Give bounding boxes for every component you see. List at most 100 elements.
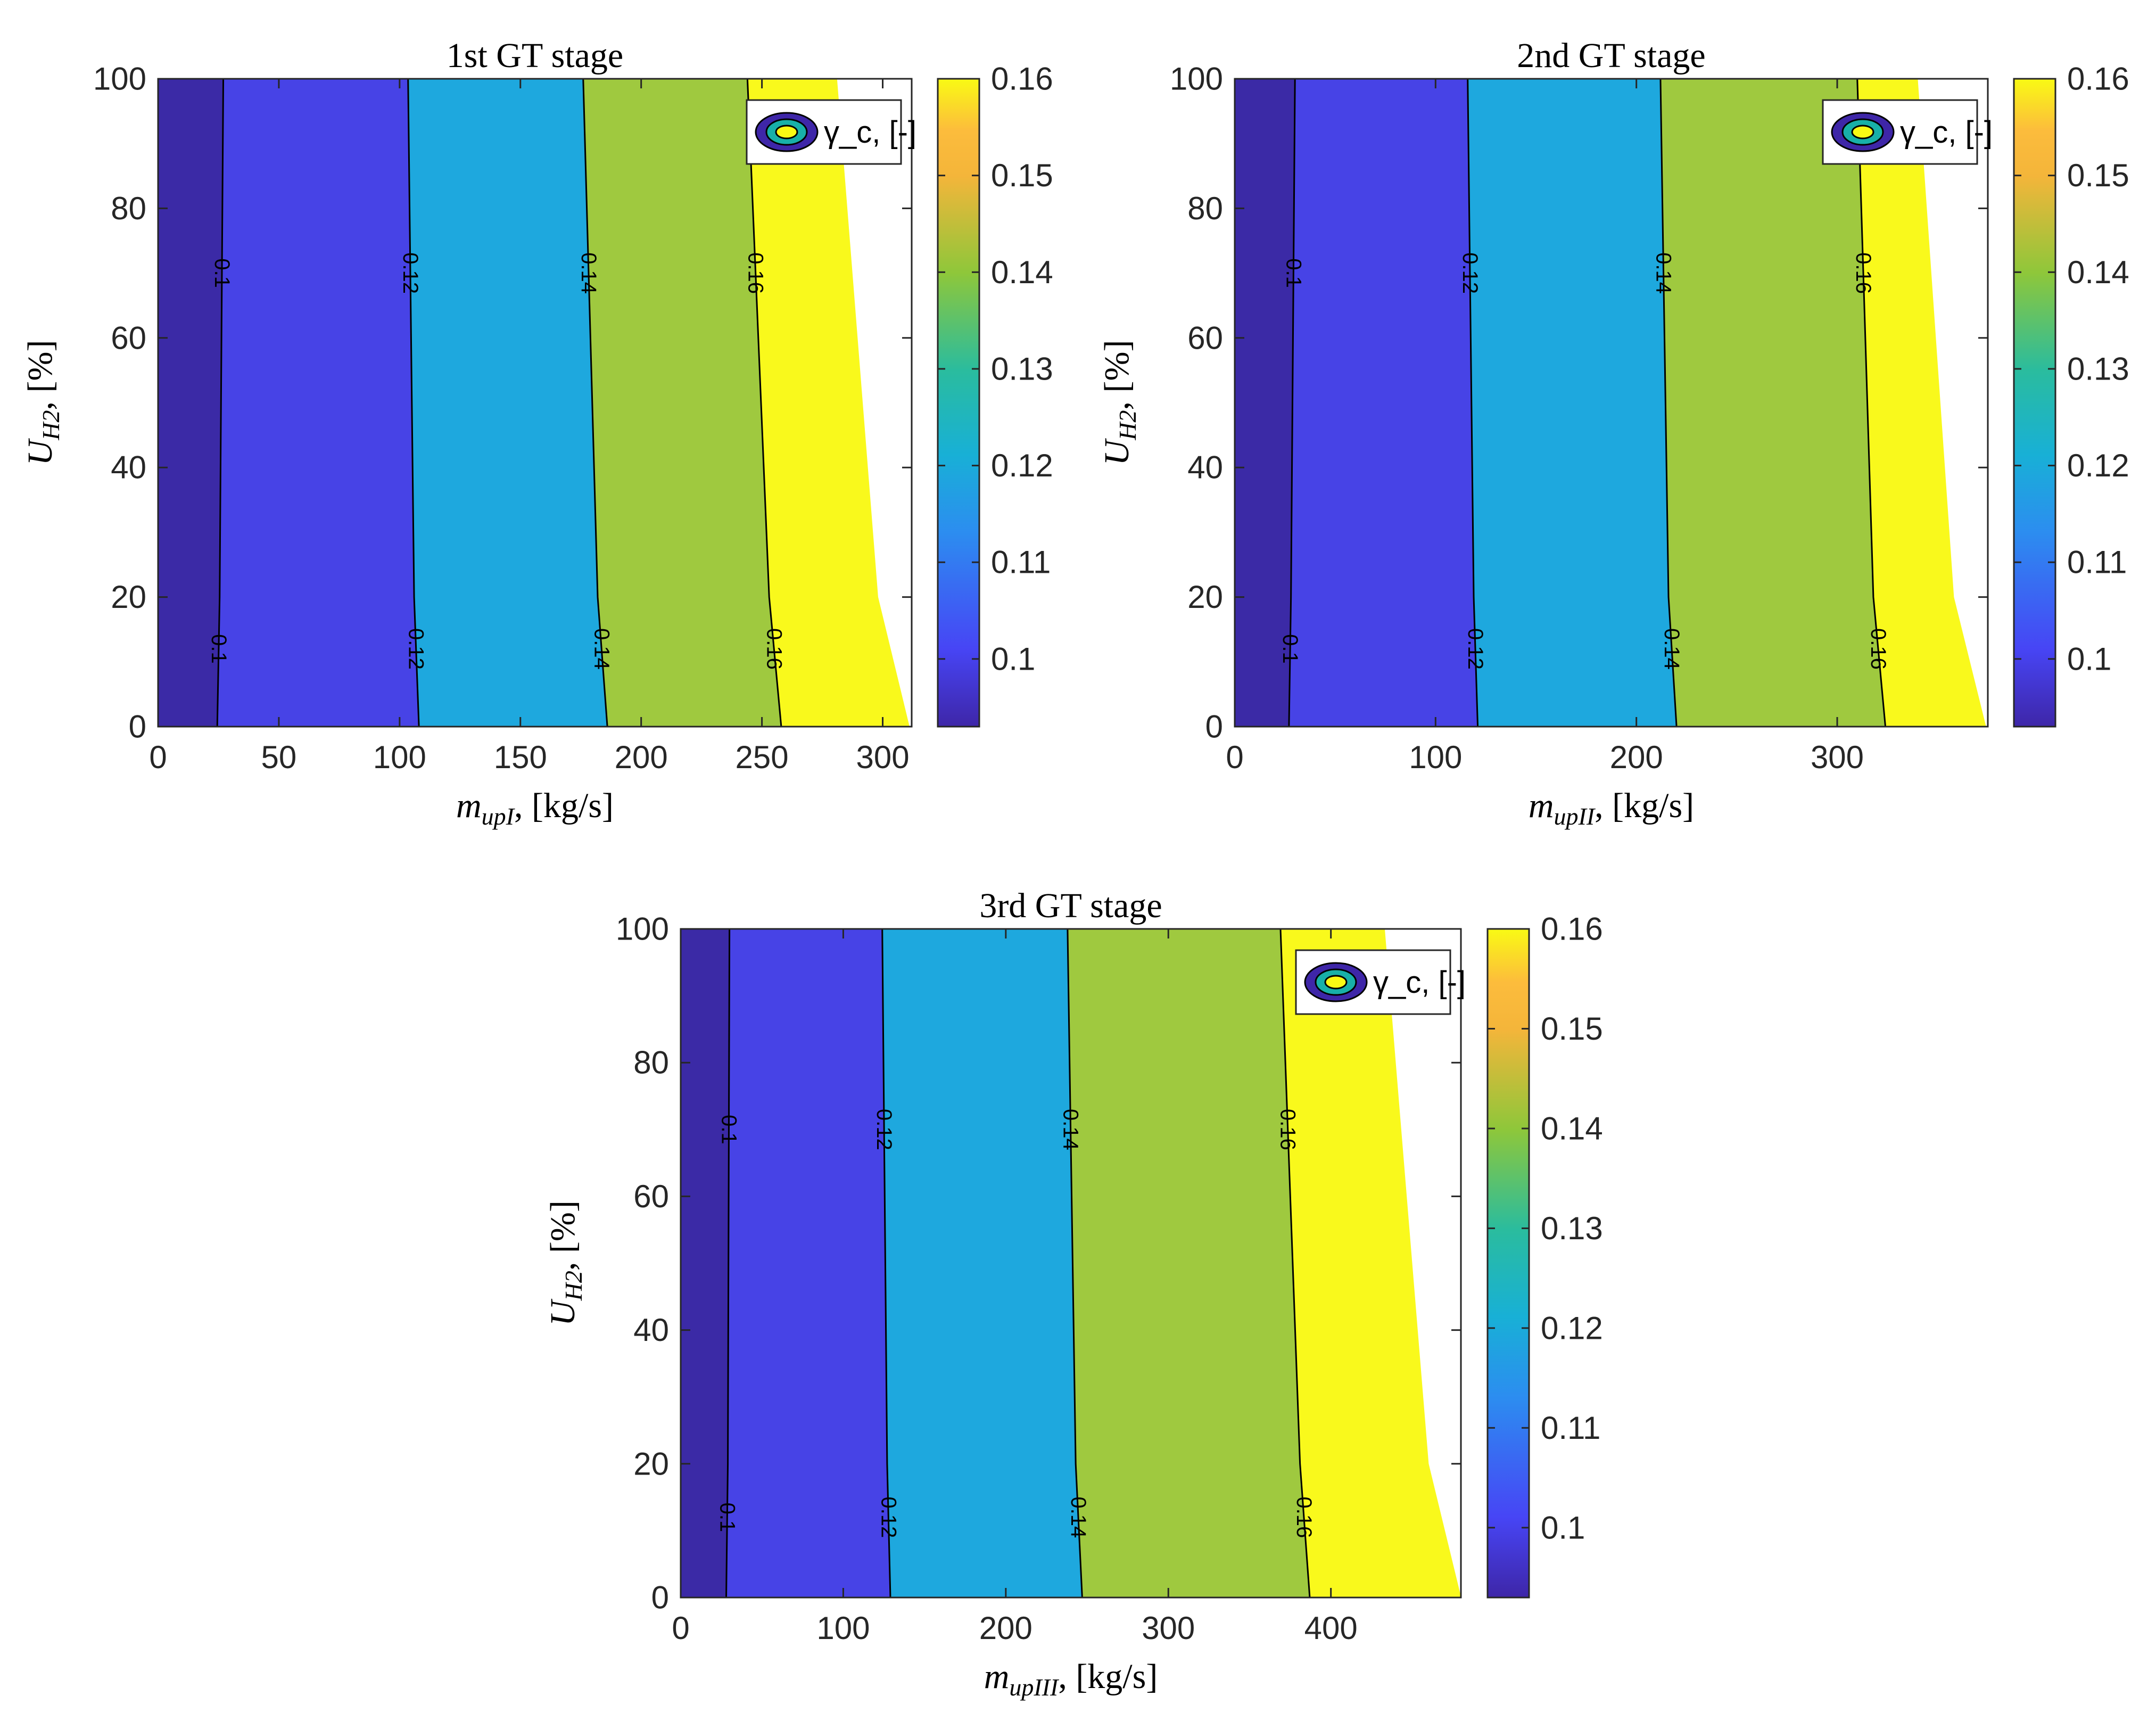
x-axis-label: mupII, [kg/s]	[1529, 786, 1694, 830]
colorbar: 0.1 0.11 0.12 0.13 0.14 0.15 0.16	[1486, 911, 1603, 1599]
y-tick-label: 100	[1170, 61, 1223, 97]
colorbar-tick-label: 0.1	[2067, 641, 2111, 677]
x-tick-label: 200	[1610, 739, 1663, 775]
colorbar-tick-label: 0.1	[1541, 1510, 1585, 1545]
contour-region-3	[408, 78, 608, 727]
contour-label: 0.14	[590, 628, 613, 670]
colorbar-tick-label: 0.13	[991, 351, 1053, 386]
x-tick-label: 300	[856, 739, 909, 775]
chart-title: 3rd GT stage	[979, 886, 1162, 925]
colorbar-tick-label: 0.13	[1541, 1211, 1603, 1246]
y-tick-label: 40	[111, 450, 146, 485]
contour-label: 0.1	[717, 1115, 740, 1145]
y-tick-label: 0	[1205, 709, 1223, 745]
y-axis-label: UH2, [%]	[21, 340, 64, 466]
contour-line-0.1	[725, 928, 731, 1598]
colorbar-gradient	[937, 78, 980, 728]
contour-label: 0.14	[1652, 252, 1675, 294]
colorbar-tick-label: 0.14	[1541, 1110, 1603, 1146]
contour-label: 0.14	[1059, 1109, 1083, 1150]
x-tick-label: 300	[1142, 1610, 1195, 1646]
contour-line-0.14	[1659, 78, 1678, 727]
legend: γ_c, [-]	[1822, 99, 1993, 165]
colorbar-tick-label: 0.15	[991, 158, 1053, 193]
x-tick-label: 0	[672, 1610, 689, 1646]
colorbar-tick-label: 0.1	[991, 641, 1035, 677]
contour-label: 0.1	[715, 1502, 739, 1532]
legend-label: γ_c, [-]	[824, 115, 916, 150]
colorbar-gradient	[1486, 928, 1530, 1599]
contour-label: 0.12	[1458, 252, 1482, 294]
contour-label: 0.12	[877, 1496, 900, 1538]
contour-line-0.1	[216, 78, 225, 727]
legend: γ_c, [-]	[1295, 949, 1466, 1015]
contour-line-0.16	[1279, 928, 1311, 1598]
chart-panel-1: 0.10.10.120.120.140.140.160.160 50 100 150 2…	[21, 36, 1053, 830]
contour-label: 0.16	[744, 252, 767, 294]
contour-region-1	[680, 928, 730, 1598]
contour-region-1	[158, 78, 224, 727]
y-tick-label: 100	[616, 911, 669, 947]
y-tick-label: 60	[1187, 320, 1223, 356]
legend-label: γ_c, [-]	[1900, 115, 1993, 150]
chart-title: 1st GT stage	[447, 36, 623, 75]
colorbar-gradient	[2013, 78, 2056, 728]
contour-label: 0.16	[1852, 252, 1875, 294]
colorbar: 0.1 0.11 0.12 0.13 0.14 0.15 0.16	[2013, 61, 2129, 728]
y-tick-label: 60	[111, 320, 146, 356]
y-tick-label: 80	[1187, 191, 1223, 226]
contour-label: 0.12	[399, 252, 422, 294]
contour-region-2	[217, 78, 419, 727]
x-tick-label: 50	[261, 739, 297, 775]
contour-label: 0.12	[404, 628, 428, 670]
y-tick-label: 20	[633, 1446, 669, 1481]
contour-label: 0.1	[210, 258, 234, 288]
x-tick-label: 100	[1409, 739, 1462, 775]
y-tick-label: 20	[1187, 579, 1223, 615]
y-tick-label: 80	[633, 1045, 669, 1081]
contour-label: 0.1	[1278, 634, 1302, 664]
contour-label: 0.16	[1292, 1496, 1316, 1538]
y-tick-label: 0	[651, 1580, 669, 1616]
contour-label: 0.12	[1464, 628, 1487, 670]
contour-region-4	[1067, 928, 1310, 1598]
colorbar-tick-label: 0.12	[2067, 448, 2129, 483]
colorbar-tick-label: 0.12	[991, 448, 1053, 483]
colorbar-tick-label: 0.12	[1541, 1310, 1603, 1346]
y-tick-label: 60	[633, 1179, 669, 1214]
contour-line-0.12	[881, 928, 891, 1598]
contour-legend-icon	[1324, 975, 1348, 990]
contour-legend-icon	[1851, 125, 1874, 139]
contour-label: 0.12	[872, 1109, 896, 1150]
colorbar-tick-label: 0.14	[991, 254, 1053, 290]
y-tick-label: 40	[1187, 450, 1223, 485]
plot-frame	[157, 78, 913, 728]
colorbar-tick-label: 0.15	[2067, 158, 2129, 193]
contour-line-0.1	[1288, 78, 1296, 727]
contour-label: 0.16	[1276, 1109, 1300, 1150]
x-tick-label: 250	[736, 739, 789, 775]
x-axis-label: mupIII, [kg/s]	[984, 1657, 1158, 1701]
x-tick-label: 300	[1811, 739, 1864, 775]
contour-region-3	[1467, 78, 1677, 727]
contour-label: 0.16	[1866, 628, 1890, 670]
contour-region-4	[1660, 78, 1886, 727]
colorbar-tick-label: 0.16	[1541, 911, 1603, 947]
y-tick-label: 40	[633, 1312, 669, 1348]
contour-label: 0.1	[1282, 258, 1305, 288]
contour-line-0.12	[407, 78, 420, 727]
y-tick-label: 100	[93, 61, 146, 97]
contour-legend-icon	[775, 125, 798, 139]
contour-label: 0.14	[1067, 1496, 1090, 1538]
x-tick-label: 0	[149, 739, 167, 775]
plot-frame	[1234, 78, 1989, 728]
contour-label: 0.1	[207, 634, 230, 664]
contour-region-2	[726, 928, 891, 1598]
colorbar-tick-label: 0.15	[1541, 1011, 1603, 1047]
legend: γ_c, [-]	[746, 99, 916, 165]
colorbar-tick-label: 0.16	[2067, 61, 2129, 97]
contour-label: 0.14	[577, 252, 600, 294]
y-axis-label: UH2, [%]	[1097, 340, 1141, 466]
y-tick-label: 0	[129, 709, 146, 745]
